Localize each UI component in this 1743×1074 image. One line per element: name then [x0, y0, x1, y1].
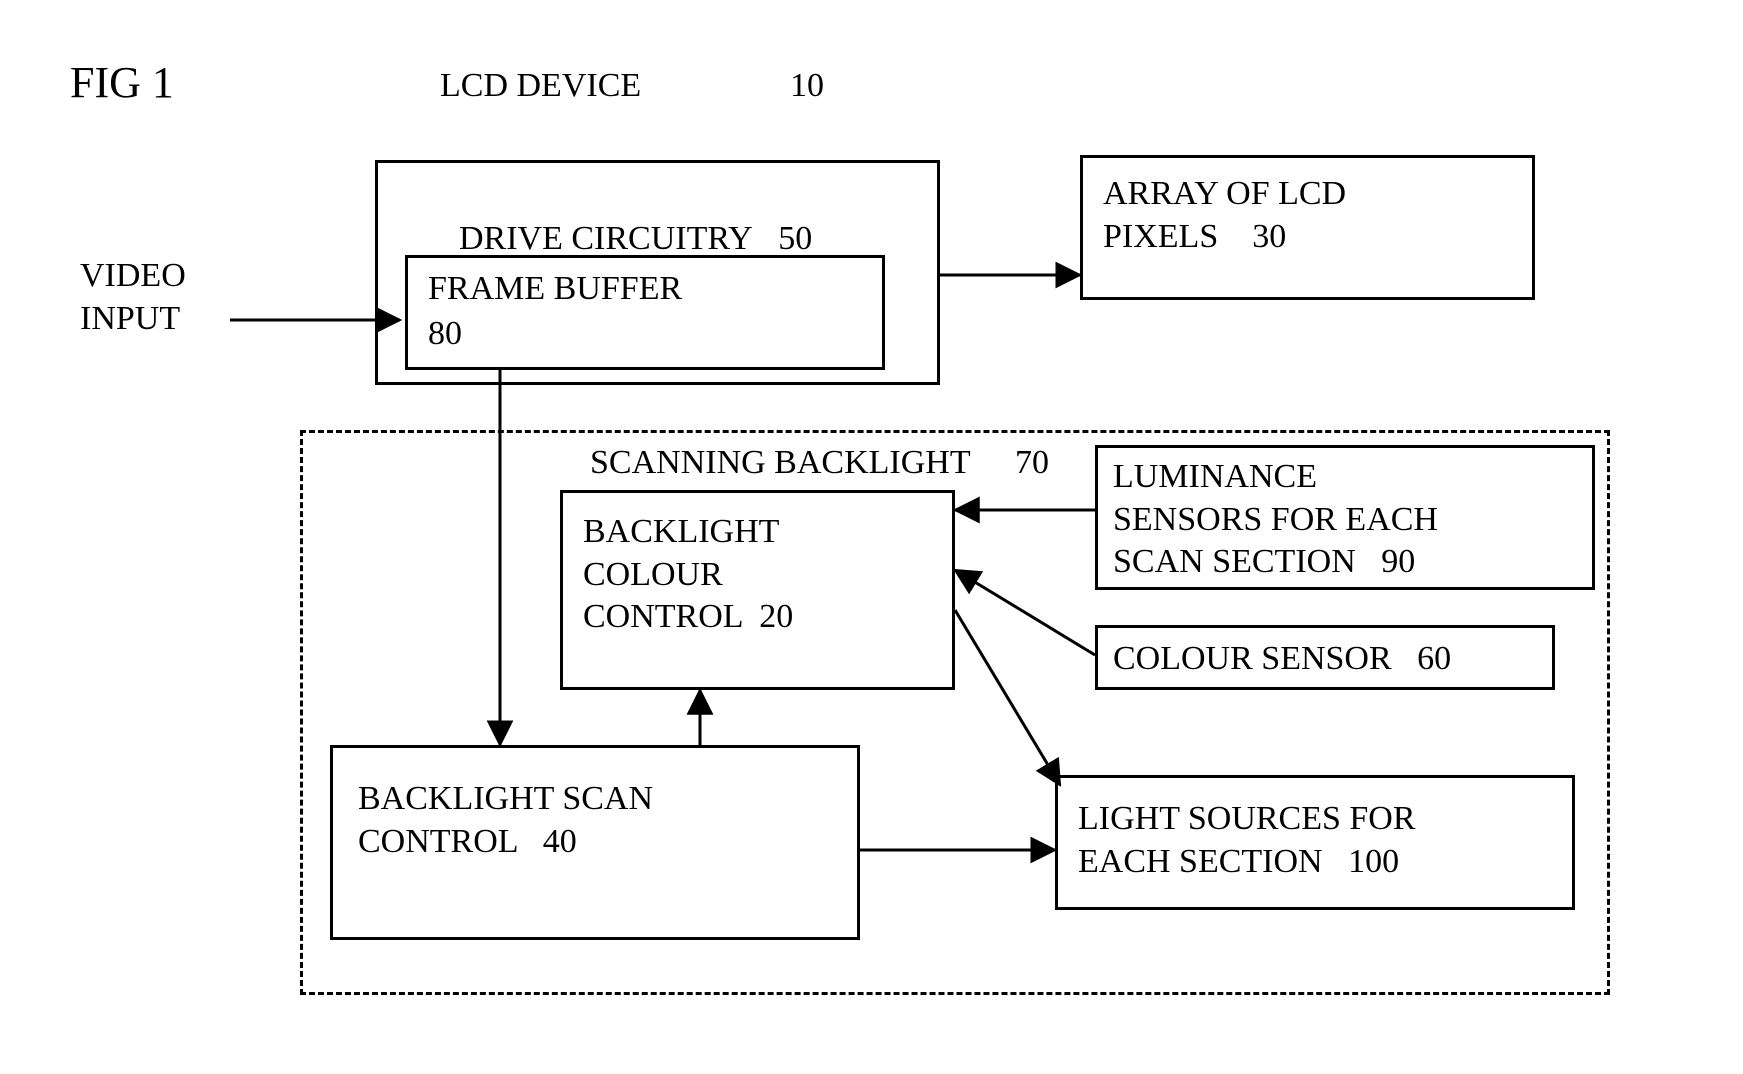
light-sources-label: LIGHT SOURCES FOR EACH SECTION 100 [1078, 798, 1416, 883]
light-sources-box: LIGHT SOURCES FOR EACH SECTION 100 [1055, 775, 1575, 910]
figure-title: FIG 1 [70, 55, 174, 110]
frame-buffer-ref: 80 [428, 313, 462, 356]
frame-buffer-label: FRAME BUFFER [428, 268, 682, 311]
video-input-label: VIDEO INPUT [80, 255, 186, 340]
colour-sensor-box: COLOUR SENSOR 60 [1095, 625, 1555, 690]
scanning-backlight-label: SCANNING BACKLIGHT [590, 442, 971, 485]
backlight-colour-control-label: BACKLIGHT COLOUR CONTROL 20 [583, 511, 793, 639]
device-label: LCD DEVICE [440, 65, 641, 108]
colour-sensor-label: COLOUR SENSOR 60 [1113, 638, 1451, 681]
device-ref: 10 [790, 65, 824, 108]
backlight-colour-control-box: BACKLIGHT COLOUR CONTROL 20 [560, 490, 955, 690]
lcd-pixels-box: ARRAY OF LCD PIXELS 30 [1080, 155, 1535, 300]
scanning-backlight-ref: 70 [1015, 442, 1049, 485]
backlight-scan-control-box: BACKLIGHT SCAN CONTROL 40 [330, 745, 860, 940]
luminance-sensors-box: LUMINANCE SENSORS FOR EACH SCAN SECTION … [1095, 445, 1595, 590]
lcd-pixels-label: ARRAY OF LCD PIXELS 30 [1103, 173, 1346, 258]
luminance-sensors-label: LUMINANCE SENSORS FOR EACH SCAN SECTION … [1113, 456, 1438, 584]
backlight-scan-control-label: BACKLIGHT SCAN CONTROL 40 [358, 778, 653, 863]
frame-buffer-box: FRAME BUFFER 80 [405, 255, 885, 370]
